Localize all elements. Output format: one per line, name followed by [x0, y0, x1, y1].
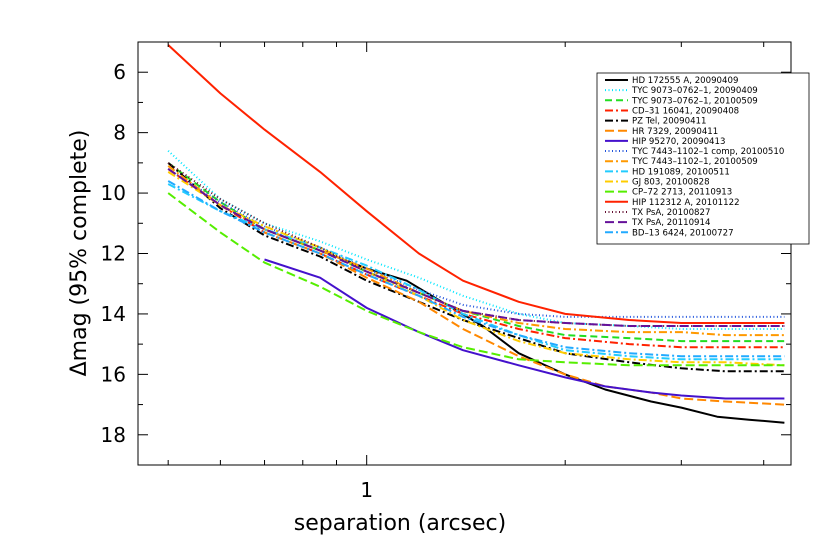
legend-label-14: TX PsA, 20110914 — [631, 218, 710, 228]
legend-label-5: HR 7329, 20090411 — [632, 127, 718, 137]
y-tick-label-8: 8 — [113, 121, 126, 145]
legend-label-11: CP–72 2713, 20110913 — [632, 188, 732, 198]
y-tick-label-6: 6 — [113, 60, 126, 84]
legend-label-3: CD–31 16041, 20090408 — [632, 106, 739, 116]
y-tick-label-18: 18 — [101, 423, 126, 447]
series-line-tx-psa-20110914-14 — [167, 168, 785, 327]
series-line-pz-tel-20090411-4 — [167, 162, 785, 373]
series-line-tyc-7443-1102-1-comp-20100510-7 — [167, 168, 785, 318]
legend-label-13: TX PsA, 20100827 — [631, 208, 710, 218]
legend-label-0: HD 172555 A, 20090409 — [632, 76, 738, 86]
y-tick-label-16: 16 — [101, 362, 126, 386]
series-line-hr-7329-20090411-5 — [264, 231, 785, 406]
series-line-tyc-7443-1102-1-20100509-8 — [167, 165, 785, 337]
legend-box — [596, 72, 810, 245]
series-line-cp-72-2713-20110913-11 — [167, 192, 785, 367]
series-line-hip-112312-a-20101122-12 — [167, 44, 785, 324]
legend-label-15: BD–13 6424, 20100727 — [632, 228, 734, 238]
y-tick-label-14: 14 — [101, 302, 126, 326]
series-line-bd-13-6424-20100727-15 — [167, 180, 785, 358]
series-line-hip-95270-20090413-6 — [264, 258, 785, 400]
legend-label-7: TYC 7443–1102–1 comp, 20100510 — [631, 147, 784, 157]
x-tick-label-1: 1 — [360, 478, 373, 502]
legend-label-1: TYC 9073–0762–1, 20090409 — [631, 86, 758, 96]
legend-label-9: HD 191089, 20100511 — [632, 167, 730, 177]
y-tick-label-12: 12 — [101, 242, 126, 266]
y-tick-label-10: 10 — [101, 181, 126, 205]
series-line-tyc-9073-0762-1-20090409-1 — [167, 150, 785, 330]
legend-label-4: PZ Tel, 20090411 — [632, 117, 706, 127]
legend-label-12: HIP 112312 A, 20101122 — [632, 198, 740, 208]
y-axis-label: Δmag (95% complete) — [67, 130, 92, 377]
legend-label-8: TYC 7443–1102–1, 20100509 — [631, 157, 758, 167]
series-layer — [167, 44, 785, 424]
legend-label-2: TYC 9073–0762–1, 20100509 — [631, 96, 758, 106]
series-line-hd-191089-20100511-9 — [167, 183, 785, 361]
legend-label-6: HIP 95270, 20090413 — [632, 137, 725, 147]
x-axis-label: separation (arcsec) — [294, 511, 507, 536]
legend-label-10: GJ 803, 20100828 — [632, 178, 710, 188]
